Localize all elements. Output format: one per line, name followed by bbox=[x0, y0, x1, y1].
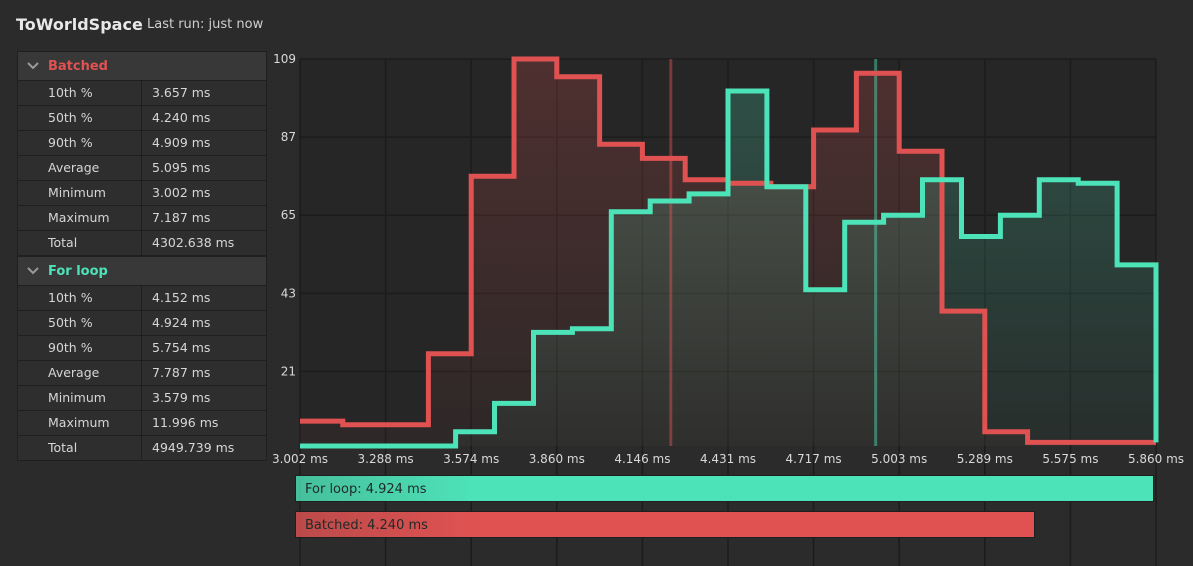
stat-value: 4.152 ms bbox=[152, 290, 211, 305]
stat-row: Average 7.787 ms bbox=[17, 361, 267, 386]
summary-bar-for-loop: For loop: 4.924 ms bbox=[295, 475, 1154, 502]
y-tick-label: 109 bbox=[273, 52, 296, 66]
stat-label: Total bbox=[18, 436, 142, 460]
stat-row: 10th % 3.657 ms bbox=[17, 81, 267, 106]
stat-row: 90th % 5.754 ms bbox=[17, 336, 267, 361]
x-tick-label: 3.288 ms bbox=[358, 452, 414, 466]
stat-row: Total 4302.638 ms bbox=[17, 231, 267, 256]
stat-row: 50th % 4.240 ms bbox=[17, 106, 267, 131]
stat-label: 50th % bbox=[18, 311, 142, 335]
stat-value: 4302.638 ms bbox=[152, 235, 235, 250]
x-tick-label: 5.289 ms bbox=[957, 452, 1013, 466]
stat-row: 50th % 4.924 ms bbox=[17, 311, 267, 336]
stat-label: Total bbox=[18, 231, 142, 255]
chevron-down-icon bbox=[27, 267, 39, 275]
stat-row: Minimum 3.002 ms bbox=[17, 181, 267, 206]
stats-panel: Batched 10th % 3.657 ms 50th % 4.240 ms 90… bbox=[17, 51, 267, 461]
stat-value: 5.754 ms bbox=[152, 340, 211, 355]
x-tick-label: 5.575 ms bbox=[1042, 452, 1098, 466]
stat-row: Maximum 7.187 ms bbox=[17, 206, 267, 231]
stat-label: 10th % bbox=[18, 81, 142, 105]
stat-value: 3.002 ms bbox=[152, 185, 211, 200]
x-tick-label: 5.860 ms bbox=[1128, 452, 1184, 466]
app-title: ToWorldSpace bbox=[16, 15, 143, 34]
stat-value: 5.095 ms bbox=[152, 160, 211, 175]
summary-bar-label: Batched: 4.240 ms bbox=[305, 518, 428, 533]
x-tick-label: 4.146 ms bbox=[614, 452, 670, 466]
group-header-for-loop[interactable]: For loop bbox=[17, 256, 267, 286]
stat-label: Maximum bbox=[18, 411, 142, 435]
stat-value: 7.787 ms bbox=[152, 365, 211, 380]
y-tick-label: 87 bbox=[281, 130, 296, 144]
stat-label: Average bbox=[18, 156, 142, 180]
stat-label: Minimum bbox=[18, 181, 142, 205]
last-run-status: Last run: just now bbox=[147, 17, 264, 32]
stat-row: Minimum 3.579 ms bbox=[17, 386, 267, 411]
stat-label: Minimum bbox=[18, 386, 142, 410]
stat-row: Total 4949.739 ms bbox=[17, 436, 267, 461]
x-tick-label: 3.574 ms bbox=[443, 452, 499, 466]
group-title-batched: Batched bbox=[48, 58, 108, 74]
stat-label: Average bbox=[18, 361, 142, 385]
x-tick-label: 4.717 ms bbox=[786, 452, 842, 466]
stat-value: 7.187 ms bbox=[152, 210, 211, 225]
y-tick-label: 21 bbox=[281, 364, 296, 378]
stat-row: 90th % 4.909 ms bbox=[17, 131, 267, 156]
stat-label: 50th % bbox=[18, 106, 142, 130]
y-tick-label: 43 bbox=[281, 286, 296, 300]
stat-value: 4949.739 ms bbox=[152, 440, 235, 455]
stat-row: Maximum 11.996 ms bbox=[17, 411, 267, 436]
stat-value: 4.909 ms bbox=[152, 135, 211, 150]
stat-row: 10th % 4.152 ms bbox=[17, 286, 267, 311]
x-tick-label: 4.431 ms bbox=[700, 452, 756, 466]
stat-value: 4.924 ms bbox=[152, 315, 211, 330]
summary-bar-label: For loop: 4.924 ms bbox=[305, 482, 427, 497]
stat-label: Maximum bbox=[18, 206, 142, 230]
chevron-down-icon bbox=[27, 62, 39, 70]
stat-row: Average 5.095 ms bbox=[17, 156, 267, 181]
x-tick-label: 3.002 ms bbox=[272, 452, 328, 466]
x-tick-label: 3.860 ms bbox=[529, 452, 585, 466]
stat-value: 3.579 ms bbox=[152, 390, 211, 405]
stat-label: 90th % bbox=[18, 336, 142, 360]
group-title-for-loop: For loop bbox=[48, 263, 108, 279]
group-header-batched[interactable]: Batched bbox=[17, 51, 267, 81]
series-line-for-loop bbox=[300, 88, 1159, 449]
x-tick-label: 5.003 ms bbox=[871, 452, 927, 466]
stat-value: 3.657 ms bbox=[152, 85, 211, 100]
stat-label: 90th % bbox=[18, 131, 142, 155]
stat-label: 10th % bbox=[18, 286, 142, 310]
stat-value: 4.240 ms bbox=[152, 110, 211, 125]
summary-bar-batched: Batched: 4.240 ms bbox=[295, 511, 1035, 538]
stat-value: 11.996 ms bbox=[152, 415, 219, 430]
y-tick-label: 65 bbox=[281, 208, 296, 222]
